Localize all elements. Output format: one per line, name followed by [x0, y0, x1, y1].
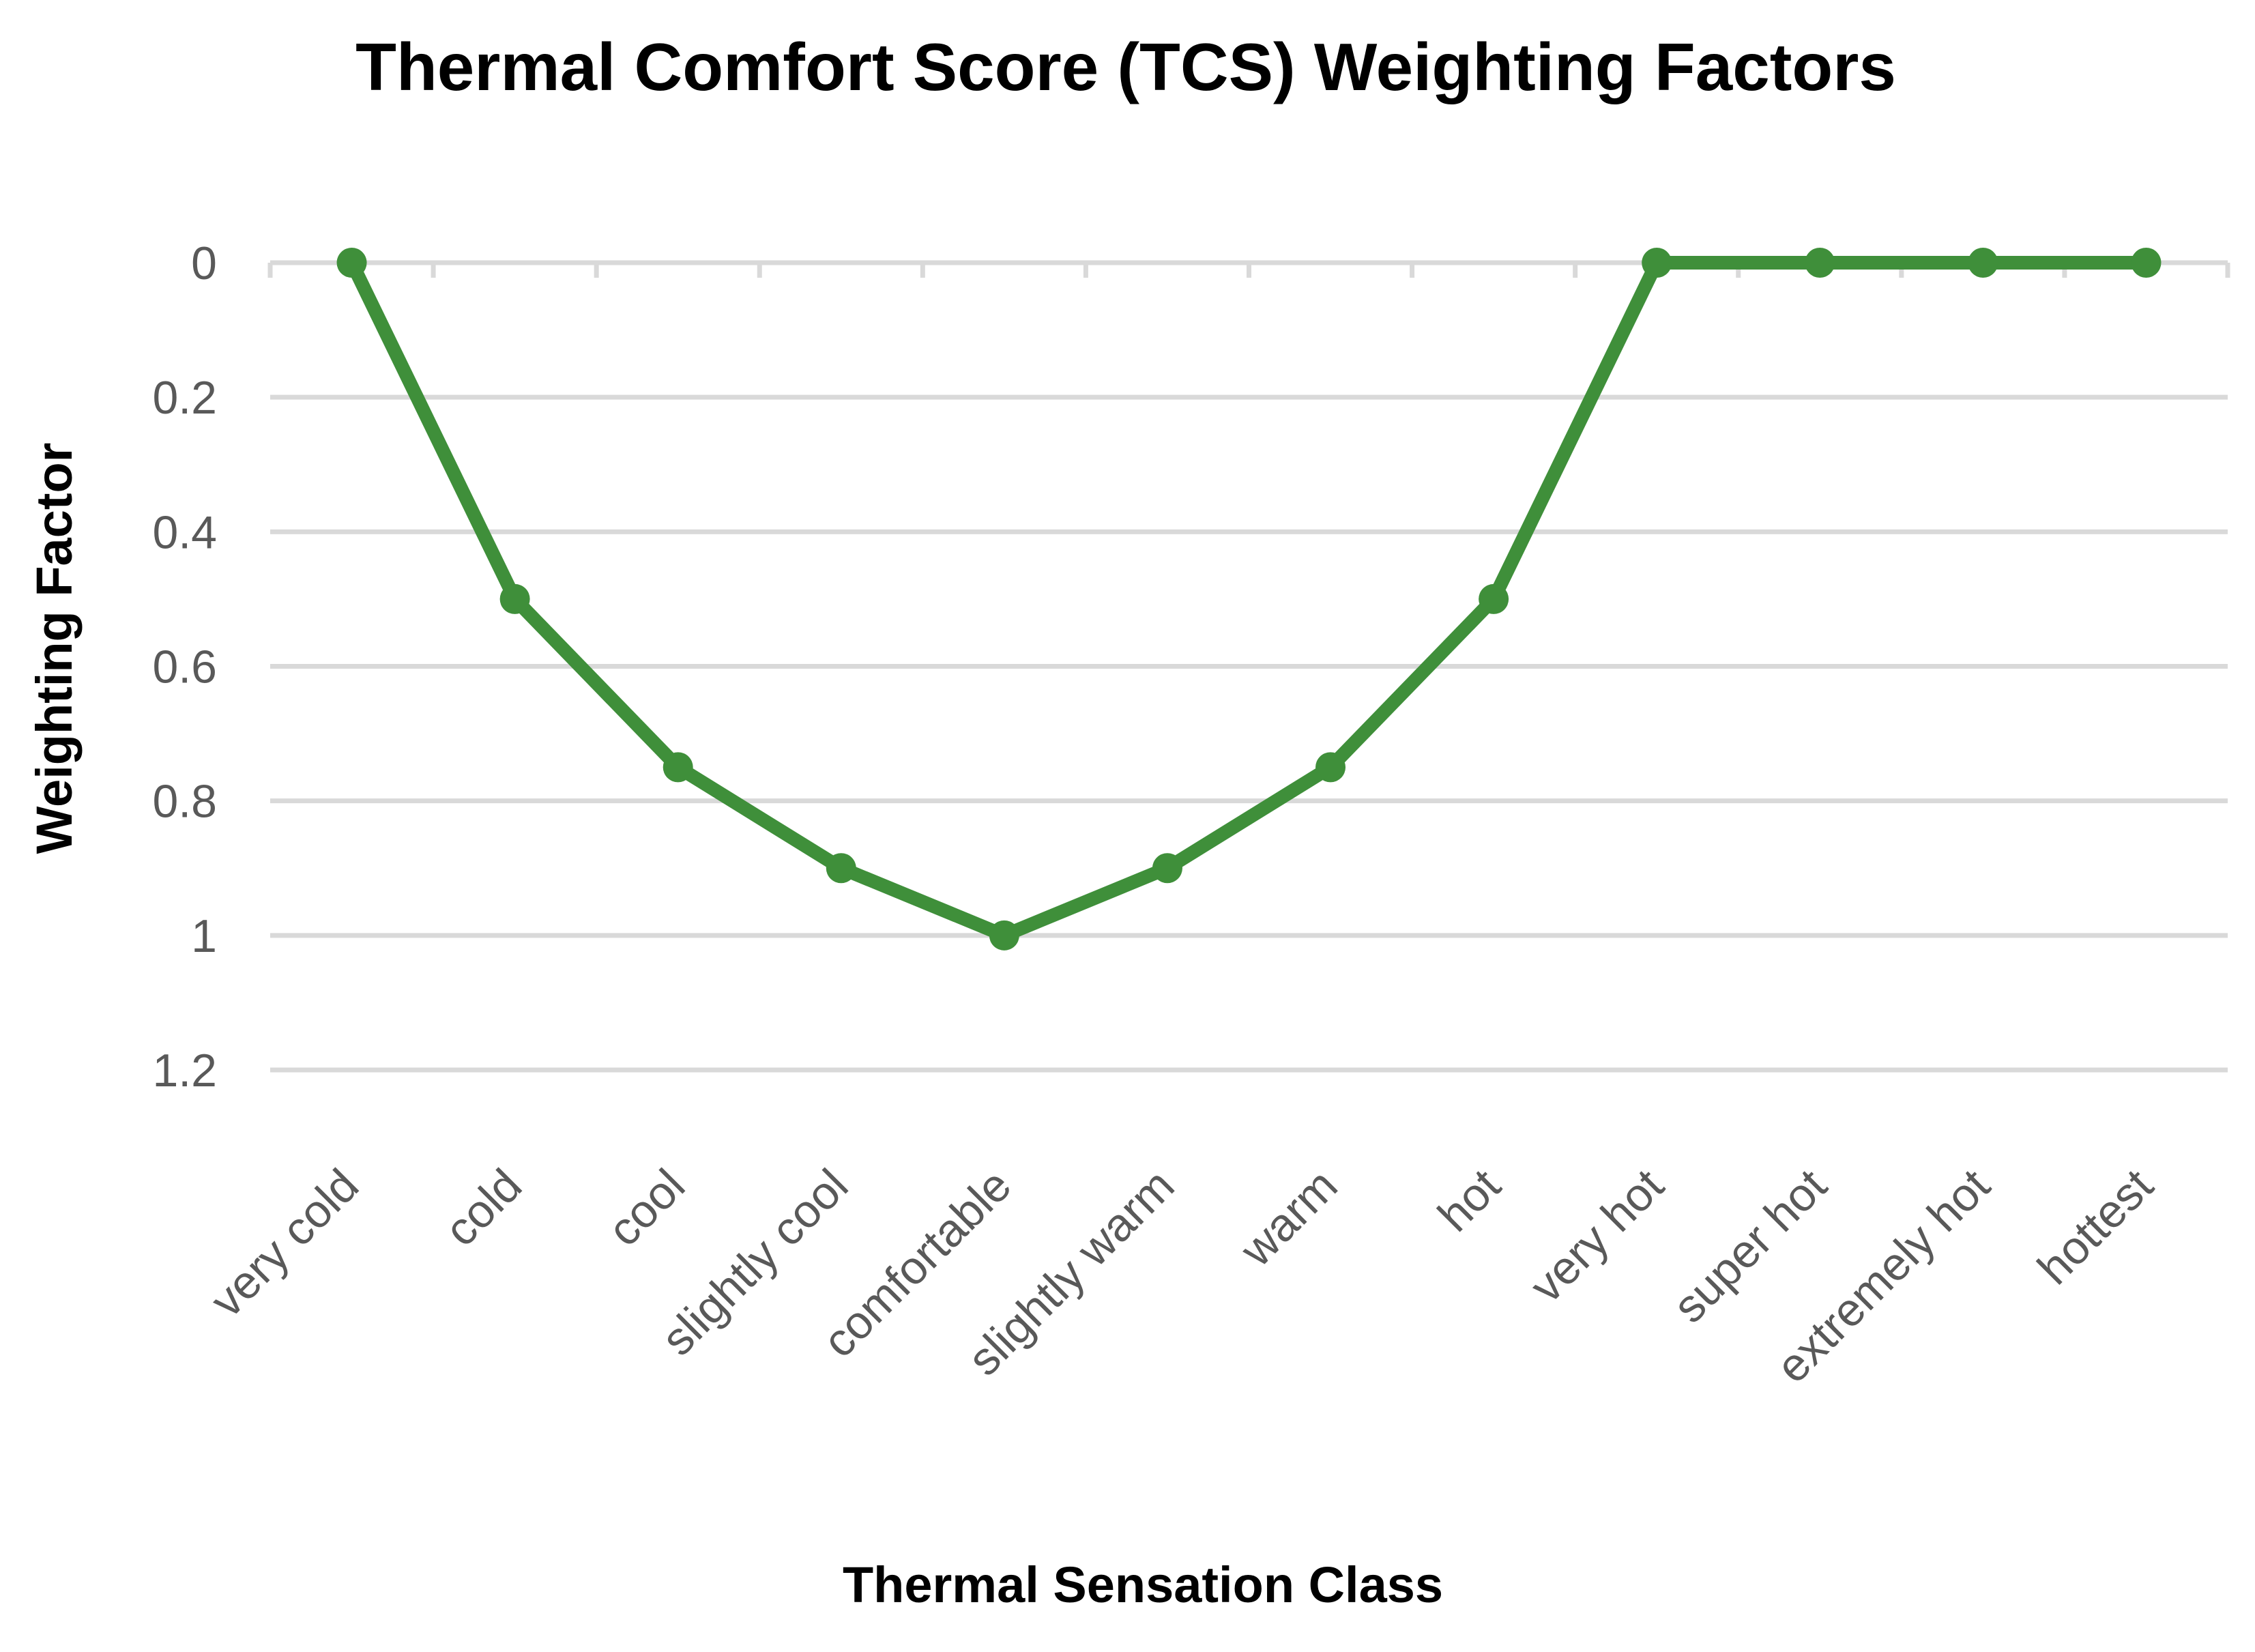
x-tick-label: very hot: [1520, 1159, 1674, 1313]
data-point: [663, 752, 693, 783]
x-tick-label: very cold: [201, 1159, 368, 1327]
data-point: [2131, 248, 2162, 278]
y-tick-label: 0.6: [152, 641, 217, 693]
x-tick-label: cold: [435, 1159, 532, 1256]
series-line: [345, 256, 2153, 942]
data-point: [1479, 583, 1509, 614]
y-tick-label: 0.2: [152, 372, 217, 424]
y-tick-label: 0.8: [152, 776, 217, 828]
chart-title: Thermal Comfort Score (TCS) Weighting Fa…: [355, 29, 1896, 104]
data-point: [336, 248, 367, 278]
y-axis-title: Weighting Factor: [26, 443, 83, 854]
y-tick-label: 1: [191, 910, 217, 962]
x-tick-label: hot: [1428, 1159, 1511, 1242]
y-tick-label: 0.4: [152, 506, 217, 558]
gridlines: [270, 260, 2228, 1073]
y-axis-tick-labels: 0 0.2 0.4 0.6 0.8 1 1.2: [152, 237, 217, 1097]
data-point: [826, 853, 856, 884]
y-tick-label: 1.2: [152, 1045, 217, 1097]
data-point: [1805, 248, 1835, 278]
x-axis-title: Thermal Sensation Class: [843, 1556, 1443, 1613]
series-layer: [336, 248, 2162, 951]
data-point: [1642, 248, 1672, 278]
data-point: [499, 583, 530, 614]
y-tick-label: 0: [191, 237, 217, 289]
x-tick-label: super hot: [1663, 1159, 1837, 1333]
data-point: [989, 920, 1019, 951]
x-tick-label: cool: [598, 1159, 695, 1256]
data-point: [1968, 248, 1998, 278]
data-point: [1315, 752, 1346, 783]
data-point: [1152, 853, 1182, 884]
x-tick-label: warm: [1230, 1159, 1348, 1277]
x-tick-label: hottest: [2028, 1159, 2163, 1294]
